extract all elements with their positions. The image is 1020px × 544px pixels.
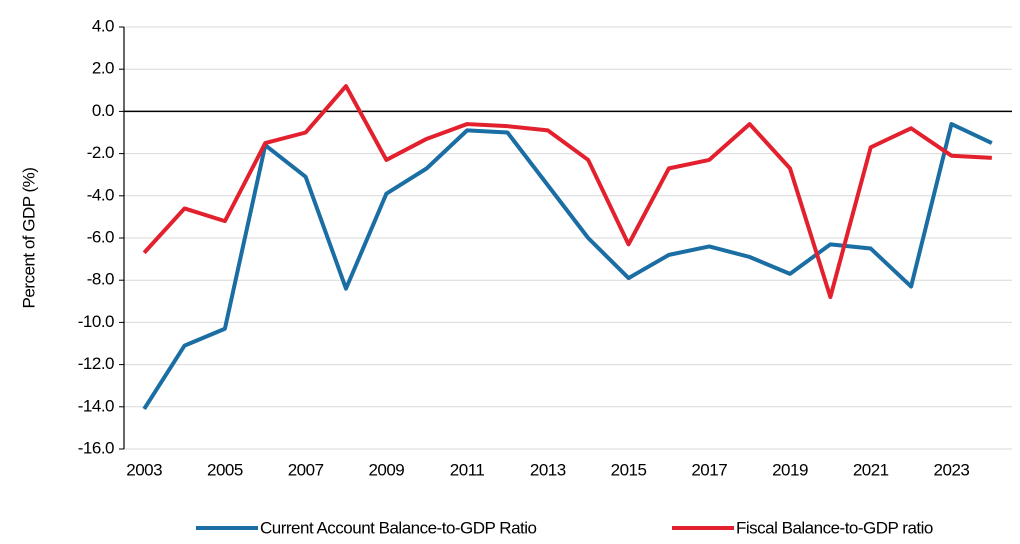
x-tick-label: 2023	[934, 460, 970, 479]
y-tick-label: 4.0	[92, 16, 114, 35]
y-tick-label: 0.0	[92, 101, 114, 120]
series-line	[142, 84, 992, 300]
y-tick-label: -6.0	[87, 227, 114, 246]
x-tick-label: 2007	[288, 460, 324, 479]
x-tick-label: 2011	[450, 460, 485, 479]
y-tick-label: -8.0	[87, 270, 114, 289]
x-tick-label: 2015	[611, 460, 647, 479]
x-tick-label: 2009	[368, 460, 404, 479]
y-tick-label: -10.0	[78, 312, 114, 331]
x-tick-label: 2019	[772, 460, 808, 479]
y-axis-label: Percent of GDP (%)	[19, 168, 38, 309]
y-tick-label: -12.0	[78, 354, 114, 373]
y-tick-label: -2.0	[87, 143, 114, 162]
y-tick-label: -4.0	[87, 185, 114, 204]
x-tick-label: 2005	[207, 460, 243, 479]
y-tick-label: -16.0	[78, 438, 114, 457]
x-tick-label: 2017	[691, 460, 727, 479]
x-tick-label: 2013	[530, 460, 566, 479]
series-line	[142, 122, 993, 410]
x-tick-label: 2003	[126, 460, 162, 479]
legend-label: Current Account Balance-to-GDP Ratio	[260, 518, 537, 537]
y-tick-label: 2.0	[92, 59, 114, 78]
legend-label: Fiscal Balance-to-GDP ratio	[736, 518, 933, 537]
y-tick-label: -14.0	[78, 396, 114, 415]
x-tick-label: 2021	[853, 460, 889, 479]
